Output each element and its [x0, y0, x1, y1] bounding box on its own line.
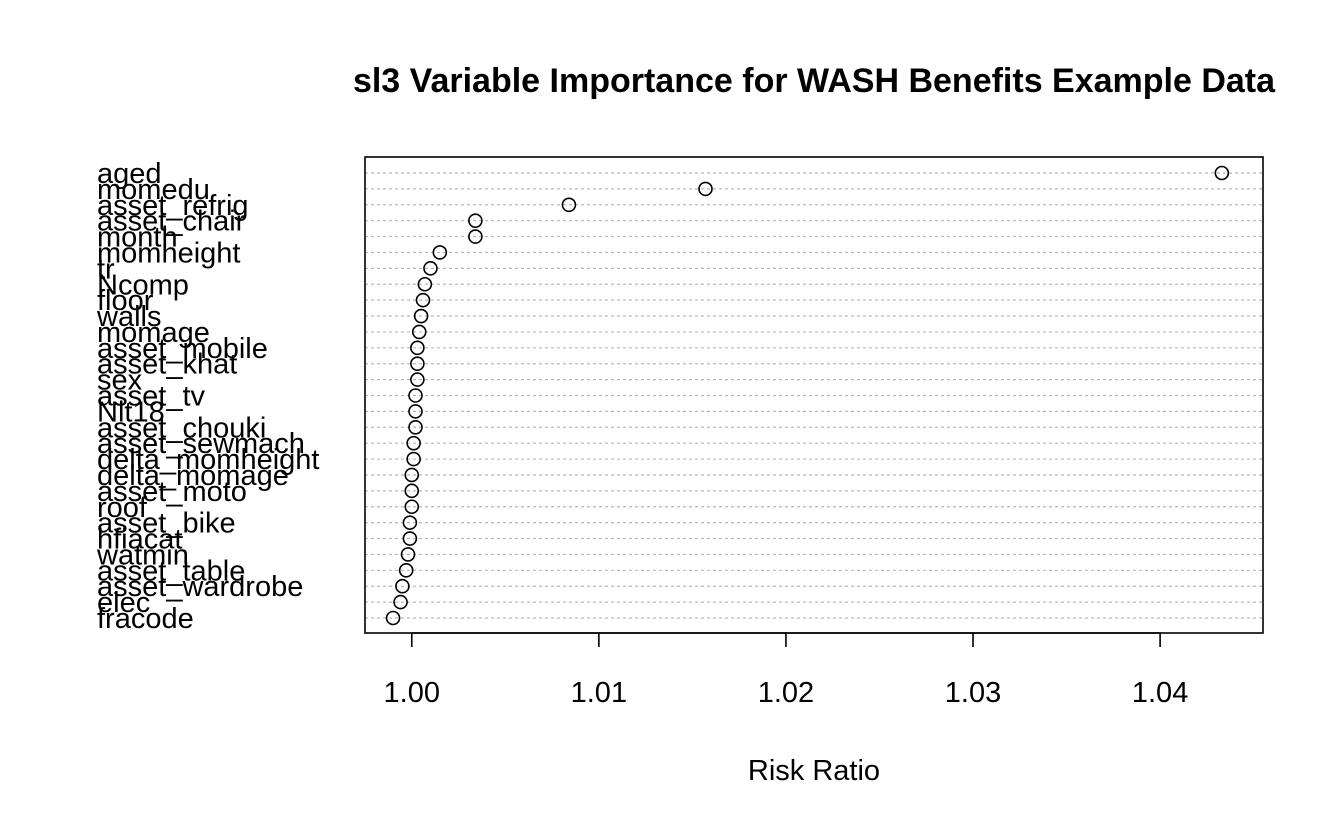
- variable-label: asset_moto: [97, 476, 247, 508]
- variable-label: asset_chouki: [97, 412, 266, 444]
- data-point: [385, 610, 401, 626]
- variable-label: tr: [97, 253, 115, 285]
- variable-label: Ncomp: [97, 269, 189, 301]
- variable-label: asset_wardrobe: [97, 571, 303, 603]
- x-axis-title: Risk Ratio: [748, 755, 880, 787]
- variable-label: asset_chair: [97, 206, 246, 238]
- data-point: [413, 308, 429, 324]
- variable-label: elec: [97, 587, 150, 619]
- variable-label: walls: [96, 301, 161, 333]
- data-point: [468, 213, 483, 228]
- x-tick-label: 1.02: [758, 677, 814, 709]
- variable-label: hfiacat: [97, 524, 182, 556]
- variable-label: momedu: [97, 174, 210, 206]
- variable-label: delta_momheight: [97, 444, 319, 476]
- data-point: [398, 563, 414, 578]
- data-point: [408, 388, 423, 403]
- data-point: [406, 451, 421, 467]
- x-tick-label: 1.00: [384, 677, 440, 709]
- grid-lines: [365, 172, 1263, 619]
- data-point: [411, 324, 427, 340]
- variable-label: asset_sewmach: [97, 428, 305, 460]
- data-point: [400, 547, 416, 562]
- variable-label: watmin: [96, 539, 189, 571]
- data-point: [402, 515, 418, 530]
- variable-label: asset_mobile: [97, 333, 268, 365]
- data-point: [432, 245, 448, 260]
- variable-label: month: [97, 222, 178, 254]
- variable-label: delta_momage: [97, 460, 289, 492]
- x-tick-label: 1.03: [945, 677, 1001, 709]
- variable-label: momage: [97, 317, 210, 349]
- data-point: [410, 372, 425, 387]
- data-point: [408, 419, 423, 435]
- data-point: [1214, 165, 1230, 181]
- data-point: [404, 483, 420, 499]
- data-point: [410, 356, 425, 372]
- data-point: [423, 261, 438, 276]
- variable-label: sex: [97, 365, 143, 397]
- x-tick-label: 1.04: [1132, 677, 1188, 709]
- variable-label: aged: [97, 158, 162, 190]
- variable-label: Nlt18: [97, 396, 165, 428]
- data-point: [410, 340, 425, 356]
- data-point: [417, 276, 433, 292]
- data-point: [402, 531, 418, 546]
- variable-label: asset_table: [97, 555, 245, 587]
- variable-labels: agedmomeduasset_refrigasset_chairmonthmo…: [96, 158, 319, 635]
- data-point: [698, 181, 713, 197]
- variable-label: momheight: [97, 237, 240, 269]
- chart-title: sl3 Variable Importance for WASH Benefit…: [353, 62, 1276, 100]
- variable-label: asset_tv: [97, 381, 205, 413]
- variable-label: asset_khat: [97, 349, 237, 381]
- data-point: [393, 594, 408, 610]
- variable-label: floor: [97, 285, 154, 317]
- data-point: [406, 435, 421, 451]
- variable-label: roof: [97, 492, 148, 524]
- data-point: [561, 197, 577, 213]
- data-point: [415, 292, 431, 308]
- data-points: [385, 165, 1230, 626]
- x-axis: 1.00 1.01 1.02 1.03 1.04: [384, 632, 1188, 709]
- variable-label: asset_bike: [97, 508, 236, 540]
- data-point: [404, 467, 420, 483]
- variable-label: asset_refrig: [97, 190, 249, 222]
- data-point: [408, 404, 423, 419]
- variable-label: fracode: [97, 603, 194, 635]
- data-point: [404, 499, 420, 515]
- x-tick-label: 1.01: [571, 677, 627, 709]
- data-point: [468, 229, 483, 244]
- data-point: [395, 578, 410, 594]
